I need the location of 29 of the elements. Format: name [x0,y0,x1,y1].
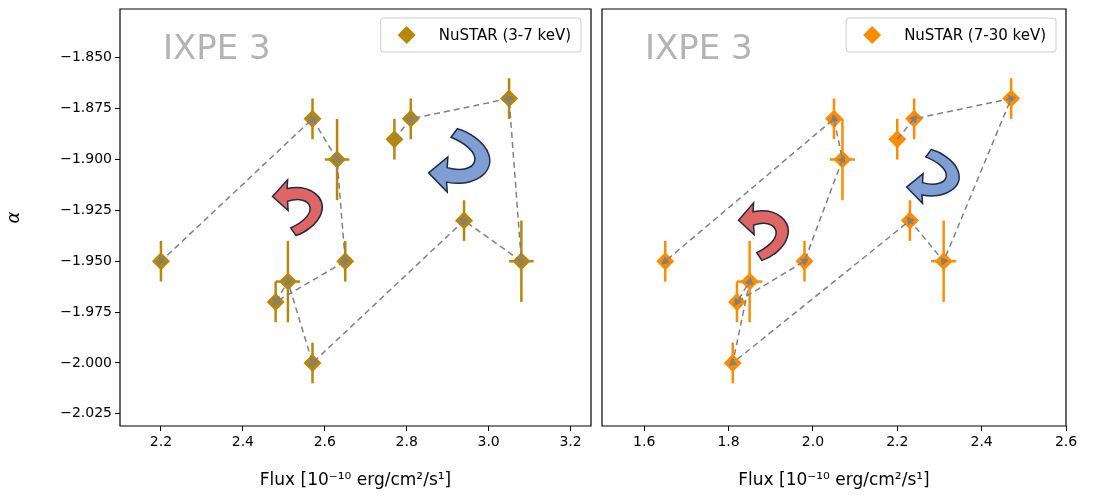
x-tick-label: 2.2 [886,433,909,450]
annotation: IXPE 3 [645,27,753,67]
point [888,130,907,149]
y-tick-label: −1.900 [60,150,112,167]
y-tick-label: −2.025 [60,404,112,421]
x-axis-title: Flux [10⁻¹⁰ erg/cm²/s¹] [259,469,452,490]
legend-label: NuSTAR (3-7 keV) [438,25,571,44]
x-tick-label: 3.2 [559,433,582,450]
y-tick-label: −1.950 [60,251,112,268]
x-tick-label: 1.8 [717,433,740,450]
point [385,130,404,149]
x-tick-label: 2.6 [1054,433,1078,450]
x-tick-label: 2.4 [231,433,255,450]
x-tick-label: 2.2 [149,433,173,450]
y-tick-label: −1.850 [60,48,112,65]
x-tick-label: 1.6 [633,433,656,450]
x-tick-label: 2.8 [395,433,418,450]
x-tick-label: 2.6 [313,433,337,450]
y-axis-title: α [2,211,24,224]
y-tick-label: −1.975 [60,302,112,319]
y-tick-label: −2.000 [60,353,112,370]
x-axis-title: Flux [10⁻¹⁰ erg/cm²/s¹] [738,469,930,490]
x-tick-label: 2.0 [801,433,825,450]
legend-label: NuSTAR (7-30 keV) [904,25,1046,44]
x-tick-label: 2.4 [970,433,993,450]
x-tick-label: 3.0 [477,433,500,450]
annotation: IXPE 3 [163,27,271,67]
y-tick-label: −1.925 [60,201,112,218]
y-tick-label: −1.875 [60,99,112,116]
